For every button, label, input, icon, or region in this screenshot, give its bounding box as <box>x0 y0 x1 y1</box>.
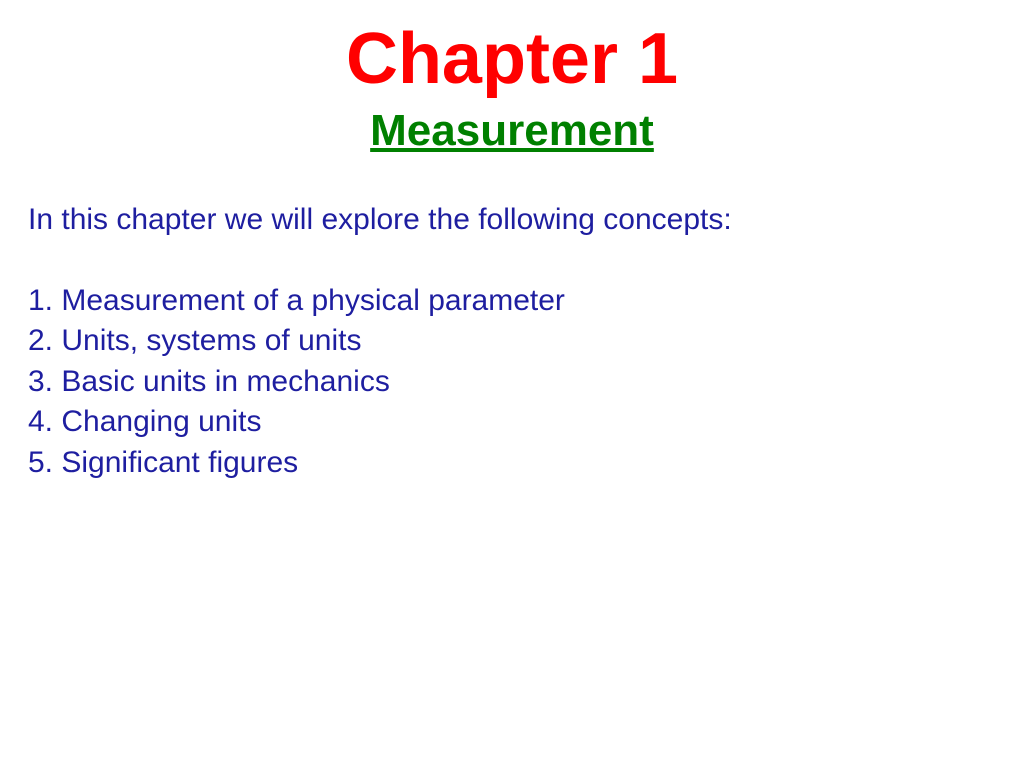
intro-text: In this chapter we will explore the foll… <box>28 200 996 241</box>
chapter-title: Chapter 1 <box>28 18 996 100</box>
list-item: 4. Changing units <box>28 402 996 443</box>
list-item: 1. Measurement of a physical parameter <box>28 281 996 322</box>
chapter-subtitle: Measurement <box>28 106 996 156</box>
list-item: 3. Basic units in mechanics <box>28 362 996 403</box>
concepts-list: 1. Measurement of a physical parameter 2… <box>28 281 996 484</box>
slide-container: Chapter 1 Measurement In this chapter we… <box>0 0 1024 768</box>
list-item: 2. Units, systems of units <box>28 321 996 362</box>
list-item: 5. Significant figures <box>28 443 996 484</box>
